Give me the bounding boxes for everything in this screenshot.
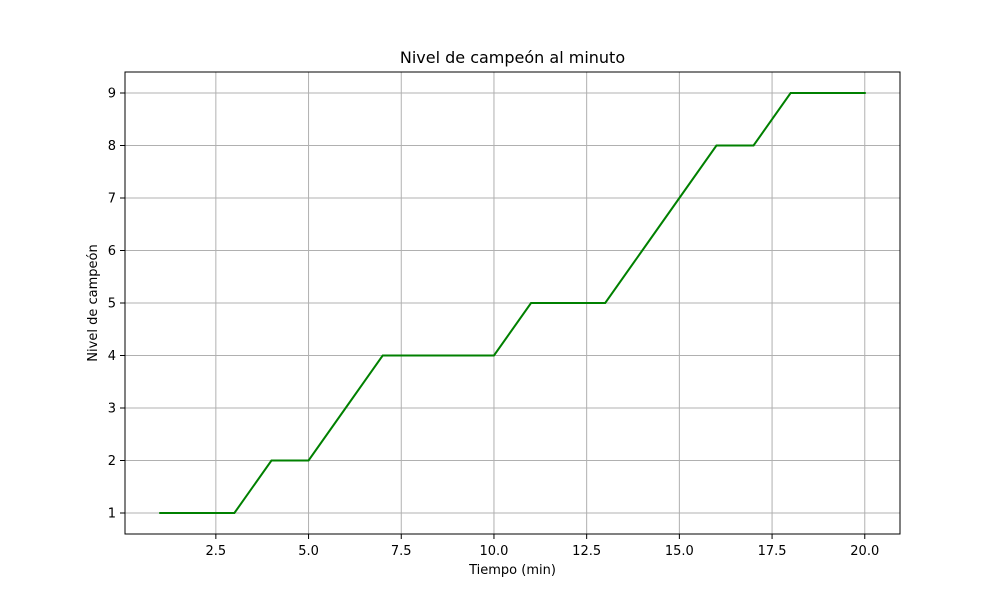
y-axis-label: Nivel de campeón: [86, 244, 101, 361]
x-tick-label: 12.5: [572, 544, 601, 559]
x-tick-label: 10.0: [479, 544, 508, 559]
x-tick-label: 15.0: [665, 544, 694, 559]
x-axis-label: Tiempo (min): [468, 563, 556, 578]
y-tick-label: 4: [108, 349, 116, 364]
y-tick-label: 7: [108, 192, 116, 207]
grid: [125, 72, 900, 534]
y-tick-label: 3: [108, 402, 116, 417]
x-tick-label: 5.0: [298, 544, 319, 559]
x-tick-label: 20.0: [850, 544, 879, 559]
y-tick-label: 9: [108, 87, 116, 102]
x-tick-label: 17.5: [758, 544, 787, 559]
y-tick-label: 1: [108, 507, 116, 522]
data-series: [159, 92, 866, 514]
y-tick-label: 5: [108, 297, 116, 312]
y-tick-label: 6: [108, 244, 116, 259]
y-tick-label: 8: [108, 139, 116, 154]
x-tick-label: 2.5: [206, 544, 227, 559]
x-axis-ticks: 2.5 5.0 7.5 10.0 12.5 15.0 17.5 20.0: [206, 534, 879, 559]
y-tick-label: 2: [108, 454, 116, 469]
chart-title: Nivel de campeón al minuto: [400, 48, 625, 67]
y-axis-ticks: 1 2 3 4 5 6 7 8 9: [108, 87, 125, 522]
series-line: [159, 92, 866, 514]
x-tick-label: 7.5: [391, 544, 412, 559]
